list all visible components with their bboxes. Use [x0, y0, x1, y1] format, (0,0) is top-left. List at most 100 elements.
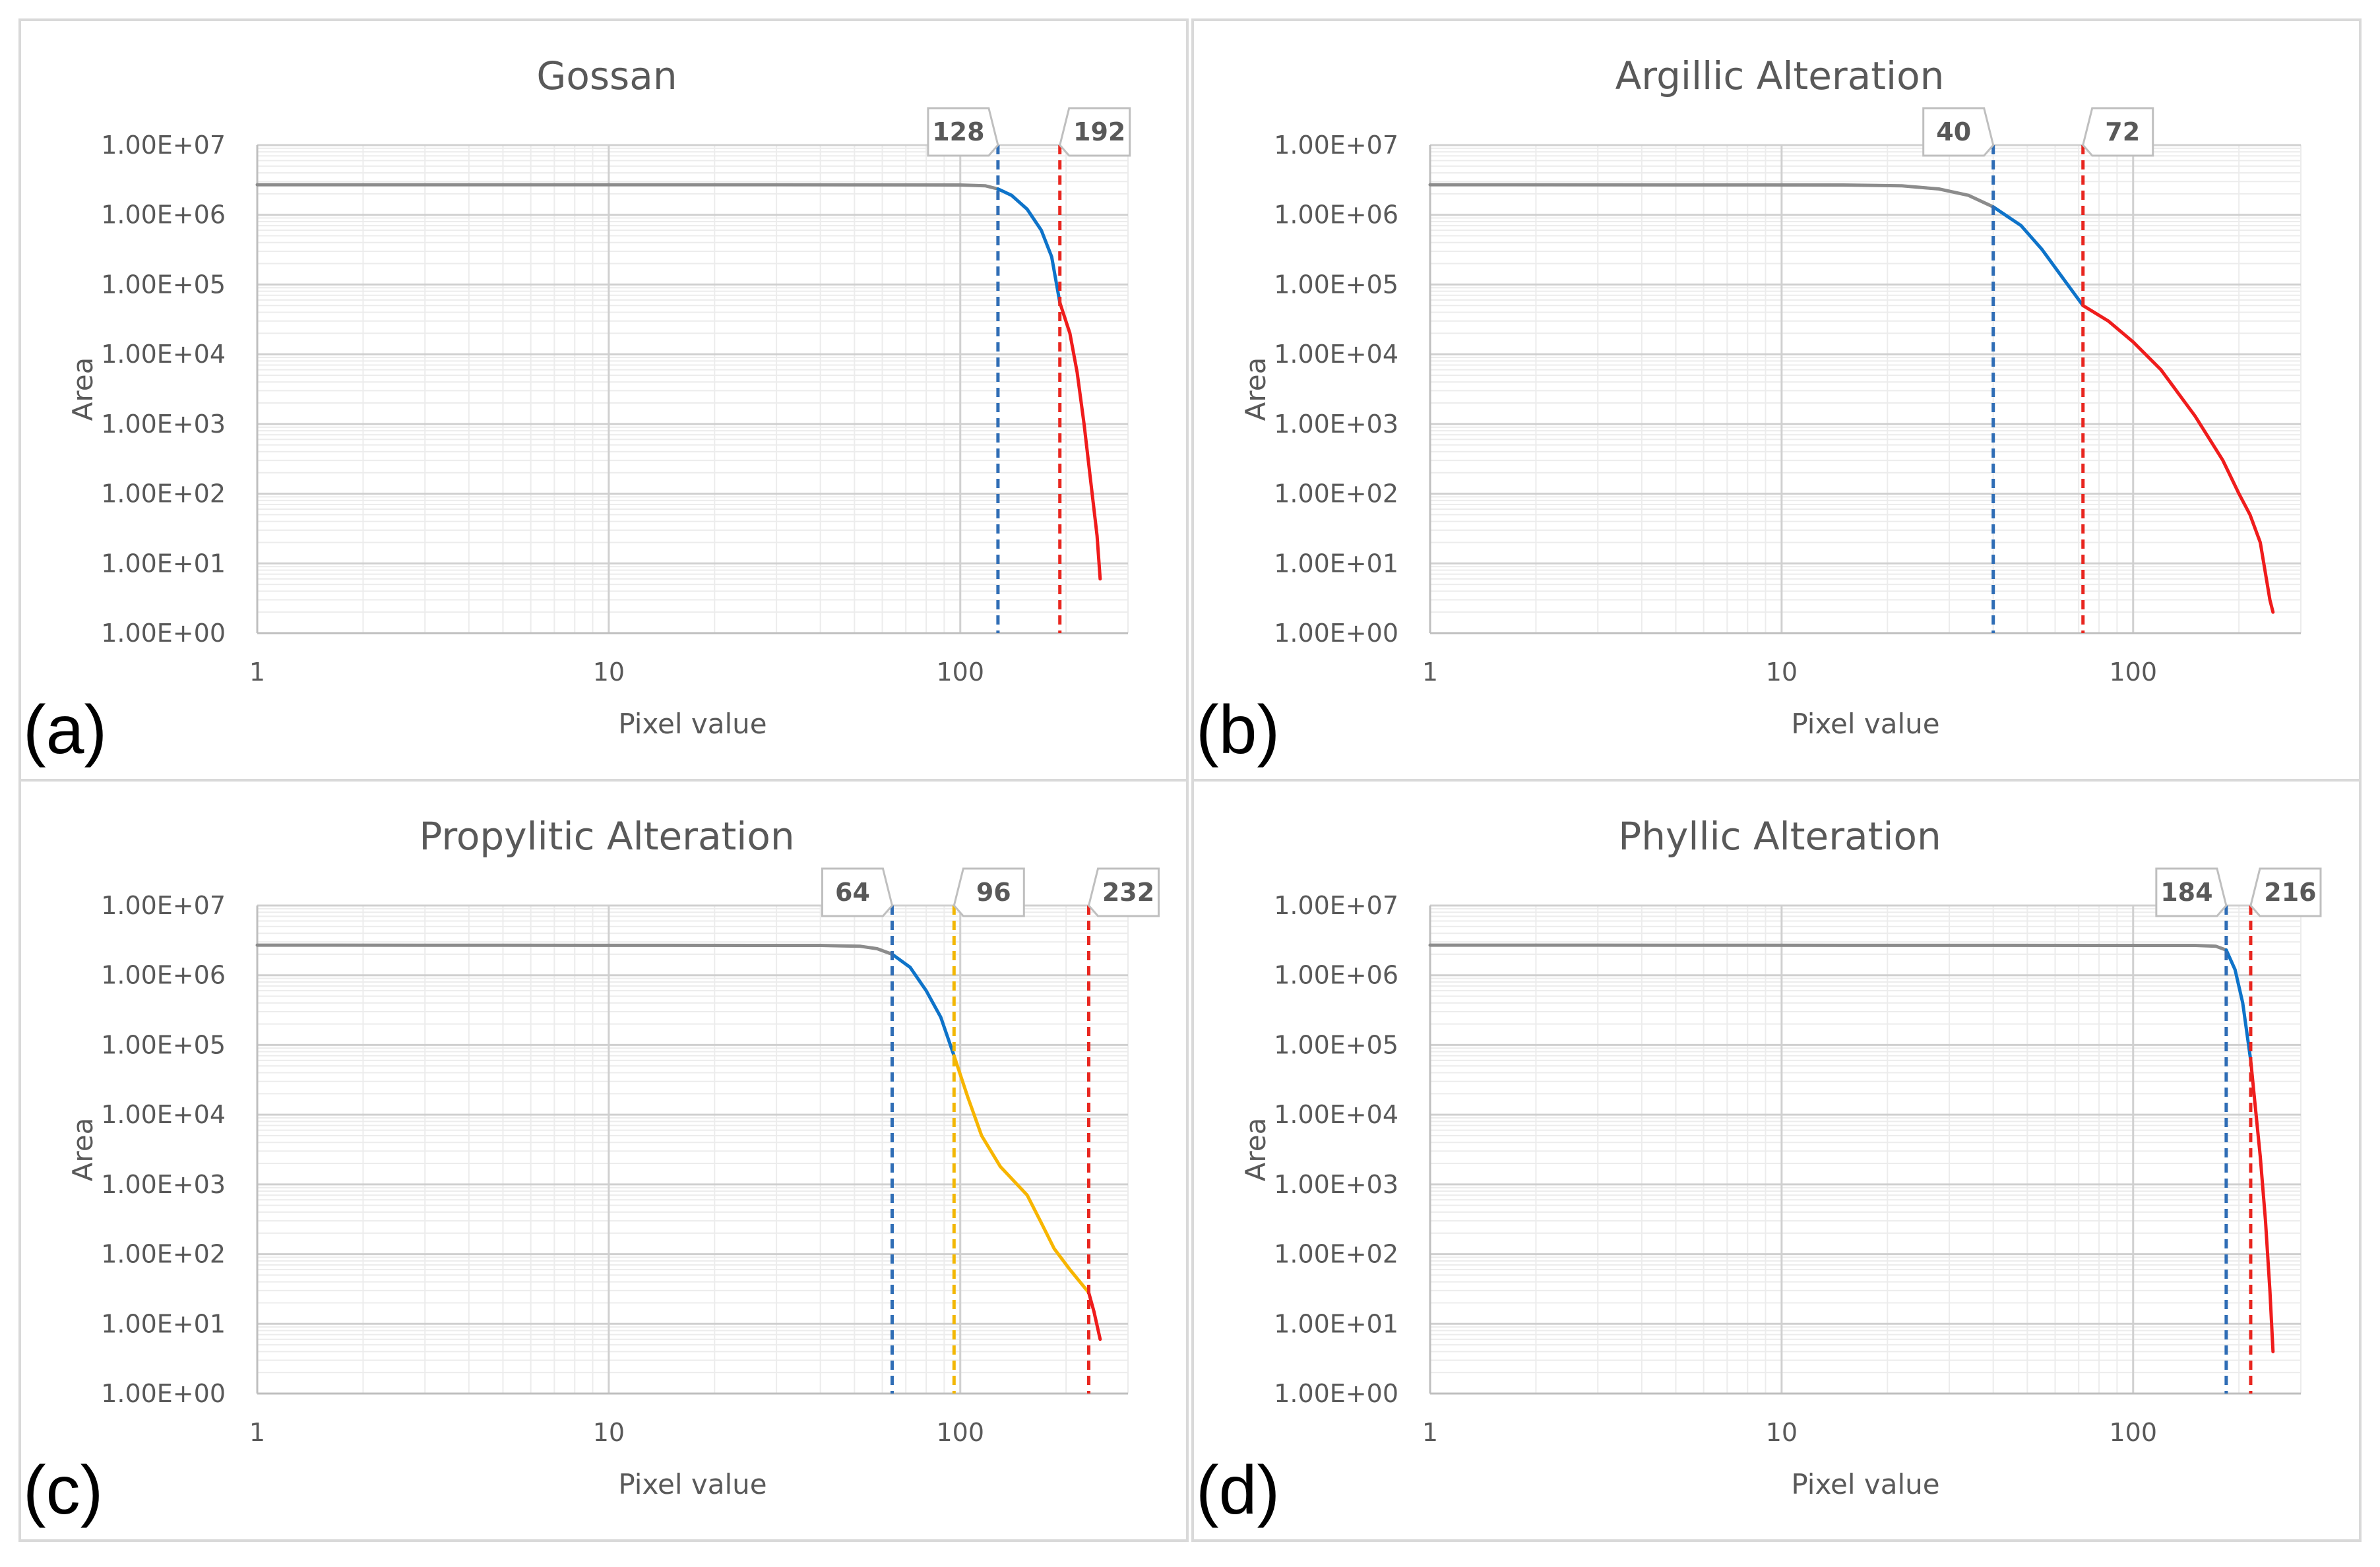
threshold-callout-label: 232 — [1102, 878, 1154, 907]
threshold-callout-label: 216 — [2264, 878, 2316, 907]
x-tick-label: 10 — [593, 1418, 625, 1447]
curve-segment-1 — [1428, 183, 1995, 209]
chart-panel-d: 1.00E+00 1.00E+01 1.00E+02 1.00E+03 1.00E+04… — [1191, 779, 2362, 1542]
threshold-callout-box — [1087, 867, 1160, 917]
y-tick-label: 1.00E+02 — [1274, 1240, 1398, 1269]
threshold-callout-box — [953, 867, 1025, 917]
x-axis-label: Pixel value — [1791, 1468, 1939, 1500]
y-tick-label: 1.00E+07 — [101, 131, 226, 160]
chart-title: Phyllic Alteration — [1618, 814, 1941, 859]
threshold-callout-box — [2155, 867, 2228, 917]
y-tick-label: 1.00E+04 — [1274, 340, 1398, 369]
y-tick-label: 1.00E+04 — [1274, 1100, 1398, 1129]
x-axis-label: Pixel value — [1791, 708, 1939, 740]
x-tick-label: 10 — [1766, 1418, 1798, 1447]
x-axis-label: Pixel value — [618, 1468, 767, 1500]
threshold-callout-label: 64 — [835, 878, 870, 907]
x-tick-label: 100 — [936, 658, 984, 687]
y-tick-label: 1.00E+01 — [1274, 549, 1398, 578]
chart-panel-a: 1.00E+00 1.00E+01 1.00E+02 1.00E+03 1.00E+04… — [18, 18, 1189, 782]
curve-segment-3 — [2081, 303, 2275, 614]
x-tick-label: 10 — [593, 658, 625, 687]
curve-segment-2 — [891, 952, 956, 1058]
y-tick-label: 1.00E+06 — [101, 200, 226, 230]
curve-segment-3 — [2249, 1059, 2275, 1353]
y-tick-label: 1.00E+01 — [1274, 1309, 1398, 1338]
x-axis-label: Pixel value — [618, 708, 767, 740]
threshold-callout-box — [1922, 107, 1995, 157]
threshold-callout-box — [927, 107, 999, 157]
threshold-callout-box — [821, 867, 894, 917]
chart-title: Gossan — [536, 53, 677, 98]
y-axis-label: Area — [67, 1118, 99, 1182]
y-tick-label: 1.00E+06 — [101, 961, 226, 990]
threshold-callout-label: 128 — [932, 117, 984, 146]
y-tick-label: 1.00E+02 — [101, 479, 226, 508]
x-tick-label: 1 — [249, 1418, 265, 1447]
curve-segment-1 — [1428, 943, 2228, 952]
chart-title: Argillic Alteration — [1615, 53, 1945, 98]
y-tick-label: 1.00E+00 — [1274, 619, 1398, 648]
grid — [1429, 904, 2302, 1395]
curve-segment-3 — [1058, 301, 1102, 581]
y-tick-label: 1.00E+05 — [1274, 270, 1398, 299]
y-axis-label: Area — [1239, 1118, 1272, 1182]
threshold-callout-label: 192 — [1073, 117, 1125, 146]
x-tick-label: 100 — [2109, 1418, 2157, 1447]
threshold-callout-box — [1059, 107, 1131, 157]
y-tick-label: 1.00E+03 — [101, 1170, 226, 1199]
threshold-callout-label: 184 — [2160, 878, 2212, 907]
y-tick-label: 1.00E+07 — [1274, 891, 1398, 920]
x-tick-label: 100 — [936, 1418, 984, 1447]
chart-title: Propylitic Alteration — [419, 814, 794, 859]
y-axis-label: Area — [1239, 357, 1272, 421]
curve-segment-2 — [996, 187, 1062, 305]
y-tick-label: 1.00E+00 — [101, 1379, 226, 1408]
curve-segment-4 — [1087, 1291, 1102, 1341]
x-tick-label: 1 — [249, 658, 265, 687]
x-tick-label: 100 — [2109, 658, 2157, 687]
y-tick-label: 1.00E+04 — [101, 340, 226, 369]
x-tick-label: 1 — [1422, 1418, 1438, 1447]
y-tick-label: 1.00E+06 — [1274, 961, 1398, 990]
x-tick-label: 1 — [1422, 658, 1438, 687]
threshold-callout-label: 40 — [1936, 117, 1971, 146]
panel-label: (c) — [23, 1452, 103, 1529]
y-tick-label: 1.00E+02 — [1274, 479, 1398, 508]
curve-segment-3 — [952, 1054, 1090, 1295]
grid — [256, 144, 1129, 634]
y-tick-label: 1.00E+02 — [101, 1240, 226, 1269]
panel-frame — [1191, 18, 2362, 782]
chart-panel-c: 1.00E+00 1.00E+01 1.00E+02 1.00E+03 1.00E+04… — [18, 779, 1189, 1542]
x-tick-label: 10 — [1766, 658, 1798, 687]
threshold-callout-box — [2249, 867, 2322, 917]
panel-label: (b) — [1196, 692, 1280, 768]
y-tick-label: 1.00E+05 — [101, 1030, 226, 1059]
y-tick-label: 1.00E+00 — [101, 619, 226, 648]
threshold-callout-box — [2082, 107, 2154, 157]
curve-segment-2 — [1991, 205, 2085, 307]
y-tick-label: 1.00E+05 — [101, 270, 226, 299]
chart-panel-b: 1.00E+00 1.00E+01 1.00E+02 1.00E+03 1.00E+04… — [1191, 18, 2362, 782]
y-tick-label: 1.00E+01 — [101, 549, 226, 578]
y-tick-label: 1.00E+01 — [101, 1309, 226, 1338]
grid — [1429, 144, 2302, 634]
curve-segment-1 — [255, 183, 1000, 191]
y-tick-label: 1.00E+04 — [101, 1100, 226, 1129]
curve-segment-1 — [255, 943, 894, 956]
threshold-callout-label: 96 — [976, 878, 1011, 907]
y-tick-label: 1.00E+03 — [1274, 1170, 1398, 1199]
curve-segment-2 — [2224, 948, 2253, 1062]
y-tick-label: 1.00E+03 — [1274, 410, 1398, 439]
y-tick-label: 1.00E+07 — [101, 891, 226, 920]
y-tick-label: 1.00E+05 — [1274, 1030, 1398, 1059]
panel-label: (d) — [1196, 1452, 1280, 1529]
panel-label: (a) — [23, 692, 107, 768]
threshold-callout-label: 72 — [2105, 117, 2140, 146]
y-tick-label: 1.00E+07 — [1274, 131, 1398, 160]
y-tick-label: 1.00E+03 — [101, 410, 226, 439]
y-axis-label: Area — [67, 357, 99, 421]
y-tick-label: 1.00E+00 — [1274, 1379, 1398, 1408]
